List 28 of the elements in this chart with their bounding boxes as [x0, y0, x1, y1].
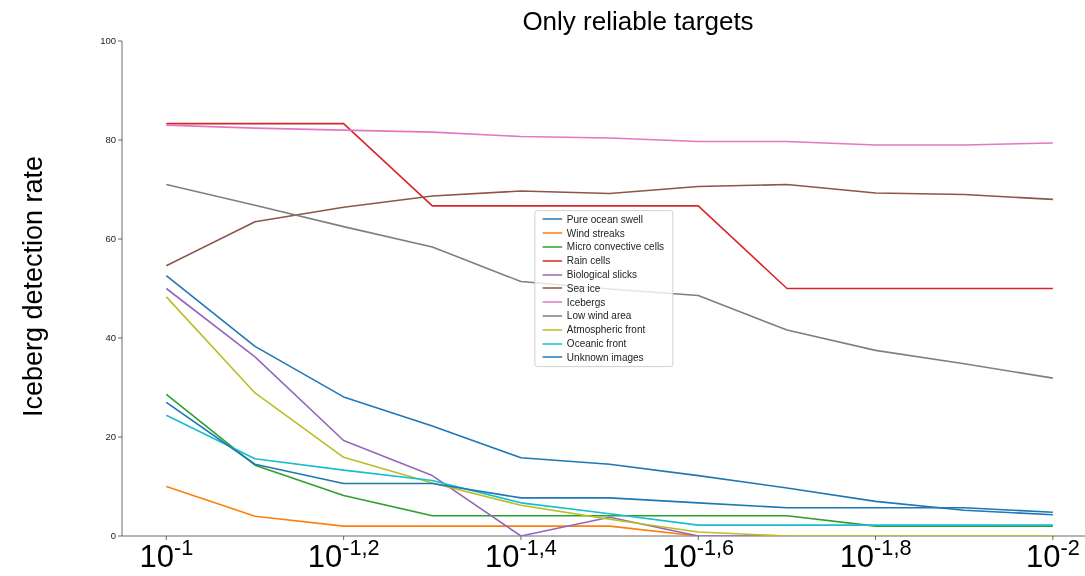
x-tick-label: 10$^{-1,4}$: [485, 534, 557, 574]
line-series: [165, 183, 1054, 267]
y-tick-label: 100: [100, 35, 116, 46]
line-series: [165, 414, 1054, 526]
line-series: [165, 124, 1054, 146]
y-tick-label: 80: [105, 134, 116, 145]
legend-label: Pure ocean swell: [566, 214, 644, 226]
x-tick-label: 10$^{-1,2}$: [307, 534, 380, 574]
x-tick-label: 10$^{-1,6}$: [662, 534, 735, 574]
y-axis-title: Iceberg detection rate: [18, 155, 48, 418]
legend-label: Wind streaks: [566, 227, 625, 239]
legend-label: Atmospheric front: [566, 324, 646, 336]
x-tick-label: 10$^{-1}$: [139, 534, 194, 574]
y-tick-label: 60: [105, 233, 116, 244]
legend-label: Low wind area: [566, 310, 632, 322]
legend-label: Icebergs: [566, 296, 606, 308]
legend-label: Unknown images: [566, 351, 644, 363]
y-tick-label: 40: [105, 332, 116, 343]
legend-label: Biological slicks: [566, 269, 637, 281]
x-tick-label: 10$^{-1,8}$: [839, 534, 912, 574]
legend-label: Rain cells: [566, 255, 611, 267]
legend-label: Sea ice: [566, 282, 601, 294]
y-tick-label: 20: [105, 431, 116, 442]
legend-label: Oceanic front: [566, 338, 627, 350]
chart-title: Only reliable targets: [508, 6, 768, 36]
y-tick-label: 0: [110, 530, 116, 541]
x-tick-label: 10$^{-2}$: [1026, 534, 1080, 574]
legend-label: Micro convective cells: [566, 241, 665, 253]
